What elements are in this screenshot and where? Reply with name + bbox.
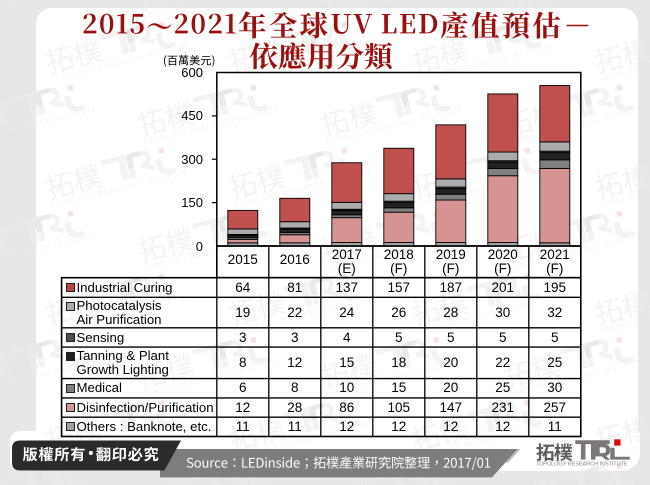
svg-text:TOPOLOGY RESEARCH INSTITUTE: TOPOLOGY RESEARCH INSTITUTE bbox=[536, 462, 628, 468]
